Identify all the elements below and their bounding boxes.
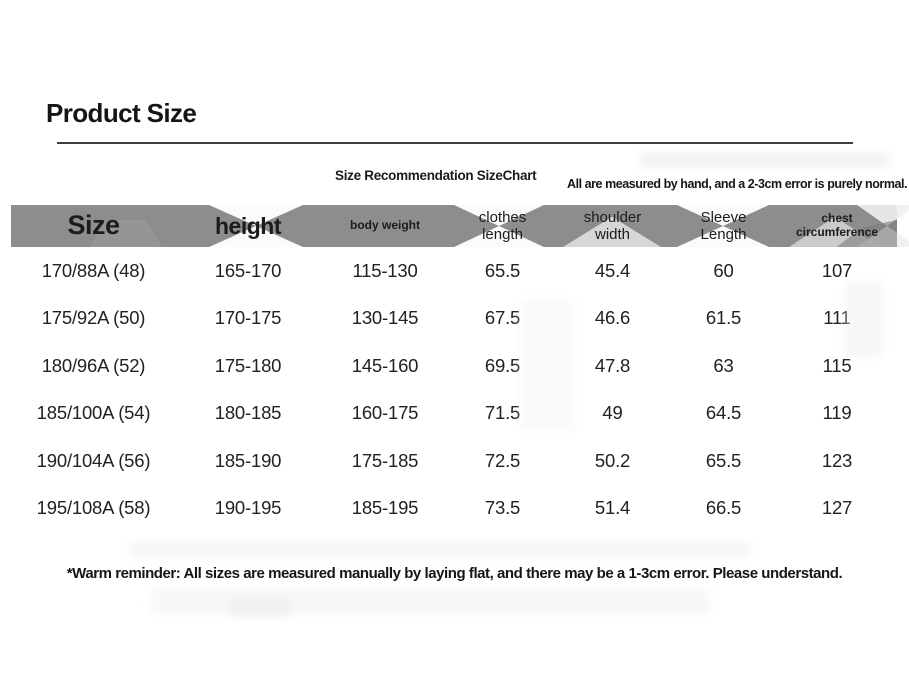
table-row: 180/96A (52) 175-180 145-160 69.5 47.8 6… (11, 342, 897, 390)
column-header-label: clothes length (478, 208, 527, 243)
column-header-clothes-length: clothes length (450, 205, 555, 247)
shoulder-width-cell: 51.4 (594, 497, 631, 519)
watermark-ghost (640, 152, 890, 168)
size-cell: 180/96A (52) (41, 354, 146, 376)
height-cell: 175-180 (214, 354, 282, 376)
column-header-label: body weight (350, 218, 420, 233)
sleeve-length-cell: 64.5 (705, 402, 742, 424)
clothes-length-cell: 65.5 (484, 259, 521, 281)
table-body: 170/88A (48) 165-170 115-130 65.5 45.4 6… (11, 247, 897, 532)
size-cell: 195/108A (58) (36, 497, 151, 519)
size-cell: 190/104A (56) (36, 449, 151, 471)
size-cell: 185/100A (54) (36, 402, 151, 424)
sleeve-length-cell: 66.5 (705, 497, 742, 519)
shoulder-width-cell: 45.4 (594, 259, 631, 281)
body-weight-cell: 185-195 (351, 497, 419, 519)
size-cell: 170/88A (48) (41, 259, 146, 281)
body-weight-cell: 175-185 (351, 449, 419, 471)
size-chart-subtitle: Size Recommendation SizeChart (335, 168, 537, 183)
height-cell: 180-185 (214, 402, 282, 424)
chest-circumference-cell: 111 (823, 307, 851, 329)
column-header-chest-circumference: chest circumference (777, 205, 897, 247)
chest-circumference-cell: 123 (821, 449, 853, 471)
body-weight-cell: 160-175 (351, 402, 419, 424)
chest-circumference-cell: 119 (822, 402, 852, 424)
column-header-sleeve-length: Sleeve Length (670, 205, 777, 247)
height-cell: 185-190 (214, 449, 282, 471)
size-cell: 175/92A (50) (41, 307, 146, 329)
shoulder-width-cell: 49 (602, 402, 623, 424)
clothes-length-cell: 71.5 (484, 402, 521, 424)
height-cell: 190-195 (214, 497, 282, 519)
shoulder-width-cell: 50.2 (594, 449, 631, 471)
column-header-label: Sleeve Length (700, 208, 747, 243)
body-weight-cell: 145-160 (351, 354, 419, 376)
column-header-body-weight: body weight (320, 205, 450, 247)
table-row: 195/108A (58) 190-195 185-195 73.5 51.4 … (11, 485, 897, 533)
column-header-label: shoulder width (583, 208, 642, 243)
table-row: 170/88A (48) 165-170 115-130 65.5 45.4 6… (11, 247, 897, 295)
clothes-length-cell: 73.5 (484, 497, 521, 519)
page-title: Product Size (46, 98, 197, 128)
chest-circumference-cell: 107 (821, 259, 853, 281)
column-header-label: Size (67, 210, 120, 241)
sleeve-length-cell: 63 (713, 354, 734, 376)
title-underline (57, 142, 853, 144)
shoulder-width-cell: 46.6 (594, 307, 631, 329)
chest-circumference-cell: 115 (822, 354, 852, 376)
table-row: 185/100A (54) 180-185 160-175 71.5 49 64… (11, 390, 897, 438)
body-weight-cell: 130-145 (351, 307, 419, 329)
table-row: 190/104A (56) 185-190 175-185 72.5 50.2 … (11, 437, 897, 485)
chest-circumference-cell: 127 (821, 497, 853, 519)
clothes-length-cell: 72.5 (484, 449, 521, 471)
watermark-ghost (150, 588, 710, 614)
shoulder-width-cell: 47.8 (594, 354, 631, 376)
sleeve-length-cell: 60 (713, 259, 734, 281)
watermark-ghost (230, 598, 290, 618)
body-weight-cell: 115-130 (352, 259, 418, 281)
sleeve-length-cell: 61.5 (705, 307, 742, 329)
sleeve-length-cell: 65.5 (705, 449, 742, 471)
height-cell: 165-170 (214, 259, 282, 281)
column-header-label: chest circumference (795, 211, 879, 239)
table-header-row: Size height body weight clothes length s… (11, 205, 909, 247)
clothes-length-cell: 67.5 (484, 307, 521, 329)
height-cell: 170-175 (214, 307, 282, 329)
column-header-label: height (215, 212, 282, 239)
clothes-length-cell: 69.5 (484, 354, 521, 376)
column-header-height: height (176, 205, 320, 247)
footer-note: *Warm reminder: All sizes are measured m… (66, 565, 843, 582)
column-header-shoulder-width: shoulder width (555, 205, 670, 247)
watermark-ghost (130, 543, 750, 556)
measurement-note: All are measured by hand, and a 2-3cm er… (567, 177, 908, 191)
column-header-size: Size (11, 205, 176, 247)
table-row: 175/92A (50) 170-175 130-145 67.5 46.6 6… (11, 295, 897, 343)
